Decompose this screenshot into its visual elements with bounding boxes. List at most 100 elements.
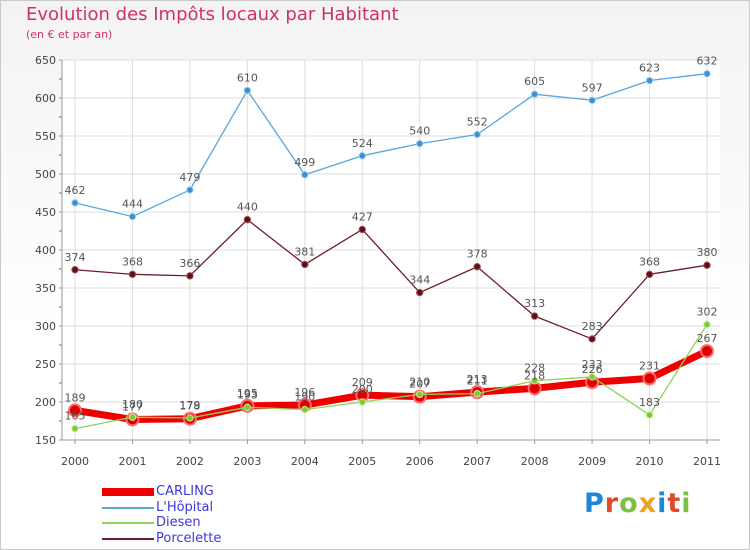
axes: 150 200 250 300 350 400 450 500 550 600 650 2000 200… bbox=[35, 54, 721, 468]
data-label-porcelette: 374 bbox=[65, 251, 86, 264]
logo-letter: P bbox=[584, 488, 605, 519]
data-point-carling bbox=[68, 403, 82, 418]
data-point-diesen bbox=[128, 413, 137, 421]
legend-item-porcelette: Porcelette bbox=[102, 531, 302, 547]
y-tick-label: 150 bbox=[35, 434, 56, 447]
data-label-porcelette: 380 bbox=[697, 246, 718, 259]
y-tick-label: 550 bbox=[35, 130, 56, 143]
data-point-l-h-pital bbox=[416, 139, 424, 148]
data-label-carling: 178 bbox=[179, 400, 200, 413]
data-label-carling: 267 bbox=[697, 332, 718, 345]
data-point-diesen bbox=[243, 403, 252, 412]
x-tick-label: 2002 bbox=[176, 455, 204, 468]
data-point-l-h-pital bbox=[71, 199, 79, 207]
data-point-porcelette bbox=[128, 270, 137, 279]
data-label-diesen: 228 bbox=[524, 362, 545, 375]
series-line-diesen bbox=[74, 323, 708, 430]
x-tick-label: 2008 bbox=[521, 455, 549, 468]
data-label-diesen: 193 bbox=[237, 388, 258, 401]
y-tick-label: 600 bbox=[35, 92, 56, 105]
data-label-carling: 209 bbox=[352, 376, 373, 389]
logo-letter: i bbox=[657, 488, 668, 519]
data-point-porcelette bbox=[473, 263, 481, 271]
data-label-porcelette: 427 bbox=[352, 210, 373, 223]
data-point-porcelette bbox=[301, 260, 309, 269]
data-point-l-h-pital bbox=[588, 96, 596, 104]
data-label-diesen: 180 bbox=[122, 398, 143, 411]
data-label-l-h-pital: 605 bbox=[524, 75, 545, 88]
data-label-l-h-pital: 479 bbox=[179, 171, 200, 184]
legend-item-lhopital: L'Hôpital bbox=[102, 500, 302, 516]
x-tick-label: 2009 bbox=[578, 455, 606, 468]
data-label-porcelette: 313 bbox=[524, 297, 545, 310]
data-point-diesen bbox=[473, 389, 481, 398]
data-point-diesen bbox=[358, 398, 366, 406]
x-tick-label: 2010 bbox=[636, 455, 664, 468]
logo-letter: o bbox=[619, 488, 639, 519]
legend-label: Porcelette bbox=[156, 531, 222, 546]
legend-label: L'Hôpital bbox=[156, 500, 214, 515]
data-label-carling: 177 bbox=[122, 400, 143, 413]
logo-letter: i bbox=[681, 488, 692, 519]
data-label-porcelette: 440 bbox=[237, 201, 258, 214]
data-point-carling bbox=[642, 371, 657, 386]
data-point-diesen bbox=[645, 411, 654, 419]
data-point-l-h-pital bbox=[128, 212, 137, 221]
data-label-l-h-pital: 632 bbox=[697, 55, 718, 68]
data-label-carling: 218 bbox=[524, 369, 545, 382]
y-tick-label: 650 bbox=[35, 54, 56, 67]
series-line-carling bbox=[71, 347, 711, 423]
data-label-carling: 195 bbox=[237, 387, 258, 400]
legend-swatch bbox=[102, 488, 154, 496]
legend-item-diesen: Diesen bbox=[102, 515, 302, 531]
data-label-l-h-pital: 623 bbox=[639, 62, 660, 75]
legend-label: Diesen bbox=[156, 515, 201, 530]
data-label-diesen: 183 bbox=[639, 396, 660, 409]
data-point-diesen bbox=[703, 320, 711, 329]
logo-letter: x bbox=[638, 488, 658, 519]
data-point-diesen bbox=[71, 424, 79, 433]
series-lines bbox=[68, 69, 714, 433]
data-label-carling: 213 bbox=[467, 373, 488, 386]
data-point-diesen bbox=[186, 414, 194, 422]
data-label-diesen: 190 bbox=[294, 391, 315, 404]
legend-swatch bbox=[102, 538, 154, 540]
data-point-porcelette bbox=[358, 225, 366, 234]
data-label-carling: 207 bbox=[409, 378, 430, 391]
data-label-diesen: 200 bbox=[352, 383, 373, 396]
data-label-carling: 226 bbox=[582, 363, 603, 376]
data-label-diesen: 302 bbox=[697, 305, 718, 318]
data-point-l-h-pital bbox=[301, 171, 309, 179]
data-point-l-h-pital bbox=[186, 186, 194, 194]
data-label-carling: 231 bbox=[639, 359, 660, 372]
data-point-diesen bbox=[416, 390, 424, 399]
logo-letter: t bbox=[667, 488, 682, 519]
x-tick-label: 2004 bbox=[291, 455, 319, 468]
data-label-diesen: 233 bbox=[582, 358, 603, 371]
data-label-l-h-pital: 462 bbox=[65, 184, 86, 197]
data-label-porcelette: 381 bbox=[294, 245, 315, 258]
data-label-porcelette: 344 bbox=[409, 274, 430, 287]
data-label-porcelette: 368 bbox=[122, 255, 143, 268]
data-point-l-h-pital bbox=[473, 130, 481, 139]
data-label-l-h-pital: 524 bbox=[352, 137, 373, 150]
data-label-l-h-pital: 444 bbox=[122, 198, 143, 211]
x-tick-label: 2007 bbox=[463, 455, 491, 468]
x-tick-label: 2006 bbox=[406, 455, 434, 468]
legend-label: CARLING bbox=[156, 484, 214, 499]
chart-subtitle: (en € et par an) bbox=[26, 28, 113, 41]
series-line-porcelette bbox=[74, 218, 708, 340]
data-label-l-h-pital: 610 bbox=[237, 71, 258, 84]
legend-swatch bbox=[102, 522, 154, 524]
logo-letter: r bbox=[604, 488, 620, 519]
data-label-diesen: 211 bbox=[467, 375, 488, 388]
x-tick-label: 2001 bbox=[118, 455, 146, 468]
data-point-diesen bbox=[530, 377, 539, 385]
grid bbox=[62, 59, 720, 441]
data-point-porcelette bbox=[243, 215, 252, 224]
data-point-porcelette bbox=[588, 335, 596, 343]
data-point-l-h-pital bbox=[645, 76, 654, 85]
y-tick-label: 450 bbox=[35, 206, 56, 219]
data-point-diesen bbox=[301, 405, 309, 414]
